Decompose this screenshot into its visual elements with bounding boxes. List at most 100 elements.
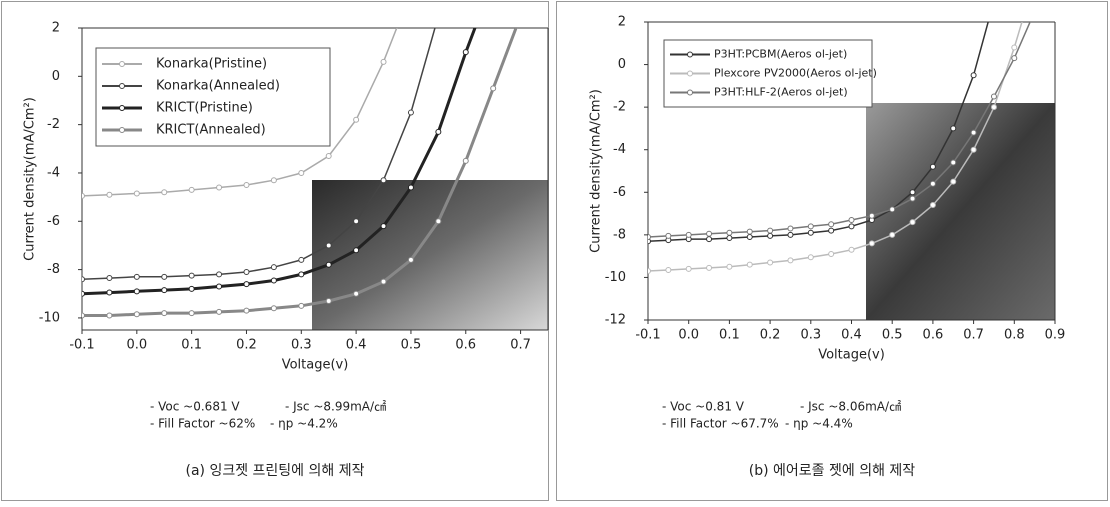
x-tick-label: 0.3 xyxy=(800,328,821,343)
y-tick-label: 0 xyxy=(52,69,60,84)
data-point xyxy=(326,243,331,248)
data-point xyxy=(727,264,732,269)
x-tick-label: 0.5 xyxy=(401,338,422,353)
data-point xyxy=(354,248,359,253)
data-point xyxy=(747,229,752,234)
data-point xyxy=(162,274,167,279)
y-axis-title: Current density(mA/Cm²) xyxy=(23,97,38,261)
data-point xyxy=(271,306,276,311)
data-point xyxy=(951,160,956,165)
data-point xyxy=(1032,9,1037,14)
data-point xyxy=(951,179,956,184)
data-point xyxy=(381,178,386,183)
x-axis-title: Voltage(v) xyxy=(282,358,349,373)
data-point xyxy=(162,190,167,195)
legend-label: P3HT:HLF-2(Aeros ol-jet) xyxy=(714,86,848,99)
y-tick-label: 2 xyxy=(52,21,60,36)
data-point xyxy=(299,257,304,262)
data-point xyxy=(189,273,194,278)
x-tick-label: 0.7 xyxy=(510,338,531,353)
legend-marker xyxy=(120,84,125,89)
y-tick-label: -2 xyxy=(47,117,60,132)
x-tick-label: -0.1 xyxy=(635,328,660,343)
data-point xyxy=(768,260,773,265)
data-point xyxy=(107,192,112,197)
y-tick-label: -4 xyxy=(613,142,626,157)
y-tick-label: -8 xyxy=(47,262,60,277)
y-axis-title: Current density(mA/Cm²) xyxy=(589,89,604,253)
data-point xyxy=(747,262,752,267)
note: - Fill Factor ~67.7% xyxy=(662,417,779,431)
data-point xyxy=(107,290,112,295)
data-point xyxy=(463,50,468,55)
data-point xyxy=(134,274,139,279)
data-point xyxy=(107,276,112,281)
data-point xyxy=(707,231,712,236)
data-point xyxy=(768,233,773,238)
data-point xyxy=(162,288,167,293)
y-tick-label: -6 xyxy=(613,185,626,200)
x-tick-label: 0.4 xyxy=(346,338,367,353)
data-point xyxy=(354,117,359,122)
data-point xyxy=(326,299,331,304)
legend-marker xyxy=(688,71,693,76)
note: - Fill Factor ~62% xyxy=(150,417,255,431)
data-point xyxy=(80,277,85,282)
legend-label: Plexcore PV2000(Aeros ol-jet) xyxy=(714,67,877,80)
data-point xyxy=(354,219,359,224)
y-tick-label: -6 xyxy=(47,214,60,229)
data-point xyxy=(686,232,691,237)
data-point xyxy=(808,230,813,235)
data-point xyxy=(808,255,813,260)
data-point xyxy=(436,13,441,18)
legend-marker xyxy=(688,52,693,57)
data-point xyxy=(436,129,441,134)
y-tick-label: -8 xyxy=(613,227,626,242)
data-point xyxy=(518,13,523,18)
data-point xyxy=(271,278,276,283)
x-tick-label: 0.8 xyxy=(1004,328,1025,343)
y-tick-label: 0 xyxy=(618,57,626,72)
data-point xyxy=(849,224,854,229)
data-point xyxy=(910,196,915,201)
data-point xyxy=(217,284,222,289)
note: - Jsc ~8.06mA/㎠ xyxy=(800,400,901,414)
legend-label: Konarka(Annealed) xyxy=(156,79,280,94)
note: - Voc ~0.81 V xyxy=(662,400,745,414)
data-point xyxy=(326,262,331,267)
data-point xyxy=(162,311,167,316)
data-point xyxy=(408,257,413,262)
legend-label: P3HT:PCBM(Aeros ol-jet) xyxy=(714,48,847,61)
data-point xyxy=(381,224,386,229)
data-point xyxy=(829,252,834,257)
data-point xyxy=(849,247,854,252)
data-point xyxy=(707,265,712,270)
x-tick-label: 0.1 xyxy=(719,328,740,343)
data-point xyxy=(951,126,956,131)
data-point xyxy=(991,94,996,99)
data-point xyxy=(244,282,249,287)
data-point xyxy=(189,311,194,316)
data-point xyxy=(134,289,139,294)
note: - ηp ~4.4% xyxy=(785,417,853,431)
data-point xyxy=(189,187,194,192)
data-point xyxy=(646,269,651,274)
data-point xyxy=(808,224,813,229)
x-tick-label: 0.6 xyxy=(455,338,476,353)
data-point xyxy=(869,213,874,218)
y-tick-label: -4 xyxy=(47,165,60,180)
data-point xyxy=(244,308,249,313)
data-point xyxy=(134,191,139,196)
x-tick-label: 0.0 xyxy=(678,328,699,343)
photo-inset xyxy=(866,103,1055,320)
data-point xyxy=(80,291,85,296)
data-point xyxy=(930,181,935,186)
y-tick-label: -10 xyxy=(605,270,626,285)
data-point xyxy=(244,270,249,275)
data-point xyxy=(890,207,895,212)
data-point xyxy=(244,183,249,188)
y-tick-label: -10 xyxy=(39,310,60,325)
data-point xyxy=(436,219,441,224)
data-point xyxy=(707,237,712,242)
caption: (b) 에어로졸 젯에 의해 제작 xyxy=(749,463,916,479)
